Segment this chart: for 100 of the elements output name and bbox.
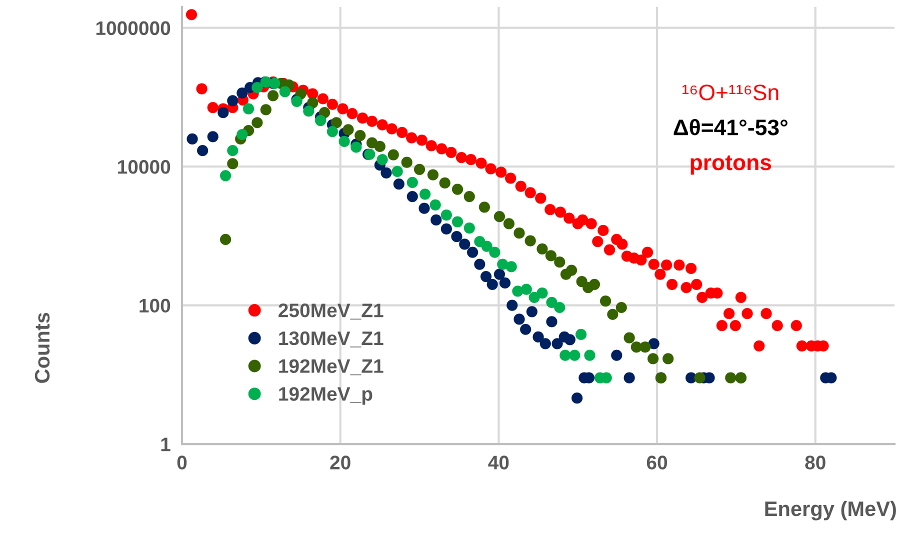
point [440, 210, 452, 221]
point [342, 124, 354, 136]
point [564, 334, 576, 346]
point [494, 211, 506, 222]
point [648, 353, 659, 364]
point [616, 302, 627, 314]
point [227, 145, 238, 156]
point [267, 90, 279, 102]
point [624, 332, 635, 344]
point [401, 156, 412, 168]
point [388, 149, 399, 160]
point [197, 145, 208, 156]
legend-label: 192MeV_Z1 [279, 359, 384, 376]
x-axis-title: Energy (MeV) [765, 500, 896, 520]
x-tick-label: 80 [805, 456, 826, 470]
point [303, 106, 314, 117]
point [520, 284, 532, 295]
point [546, 316, 558, 328]
point [439, 177, 450, 189]
point [427, 169, 439, 180]
point [545, 250, 556, 262]
point [459, 238, 470, 250]
point [467, 246, 478, 258]
point [393, 178, 404, 190]
annotation: Δθ=41°-53° [674, 119, 788, 136]
point [662, 353, 674, 364]
point [452, 216, 464, 228]
point [406, 176, 418, 188]
x-tick-label: 40 [488, 456, 509, 470]
point [418, 202, 430, 214]
point [506, 300, 518, 311]
point [252, 117, 263, 128]
legend-label: 250MeV_Z1 [278, 304, 384, 320]
point [607, 308, 618, 320]
point [506, 261, 517, 272]
point [566, 264, 578, 276]
point [252, 82, 263, 94]
point [480, 270, 492, 282]
point [532, 331, 544, 342]
point [452, 184, 464, 195]
point [584, 350, 596, 361]
point [499, 277, 511, 289]
y-axis-title: Counts [34, 312, 50, 383]
point [503, 218, 515, 230]
point [536, 243, 548, 254]
x-tick-label: 20 [330, 456, 350, 470]
point [575, 328, 587, 340]
point [227, 158, 238, 170]
point [694, 372, 706, 384]
point [430, 199, 441, 210]
point [279, 86, 290, 98]
point [648, 338, 660, 350]
y-tick-label: 100 [140, 298, 170, 313]
annotation: protons [690, 156, 772, 175]
legend-label: 130MeV_Z1 [279, 331, 384, 348]
point [227, 95, 238, 106]
point [376, 154, 388, 166]
point [220, 234, 232, 246]
point [481, 240, 492, 252]
point [406, 190, 418, 202]
point [540, 338, 551, 350]
point [464, 222, 475, 234]
annotation: ¹⁶O+¹¹⁶Sn [682, 84, 778, 100]
point [552, 338, 563, 350]
point [330, 117, 342, 128]
point [546, 296, 558, 308]
point [218, 107, 229, 118]
legend-label: 192MeV_p [279, 387, 372, 405]
point [314, 115, 326, 126]
point [554, 302, 566, 314]
point [526, 306, 538, 318]
point [514, 228, 525, 239]
point [560, 350, 571, 361]
y-tick-label: 10000 [118, 160, 170, 174]
point [514, 314, 525, 325]
point [588, 278, 600, 290]
point [489, 246, 500, 258]
y-tick-label: 1 [161, 438, 170, 452]
point [486, 278, 498, 290]
point [419, 188, 431, 200]
point [464, 190, 475, 202]
point [374, 140, 386, 152]
point [611, 350, 622, 361]
point [524, 235, 536, 246]
point [307, 97, 318, 108]
point [350, 142, 362, 153]
point [494, 268, 506, 280]
point [640, 342, 651, 353]
point [186, 133, 198, 145]
point [572, 392, 583, 404]
point [392, 166, 403, 178]
point [338, 136, 350, 148]
point [242, 103, 254, 114]
point [600, 296, 612, 307]
point [725, 372, 736, 384]
point [451, 230, 462, 242]
point [326, 126, 338, 138]
point [440, 223, 452, 235]
point [624, 372, 635, 384]
point [260, 104, 272, 116]
